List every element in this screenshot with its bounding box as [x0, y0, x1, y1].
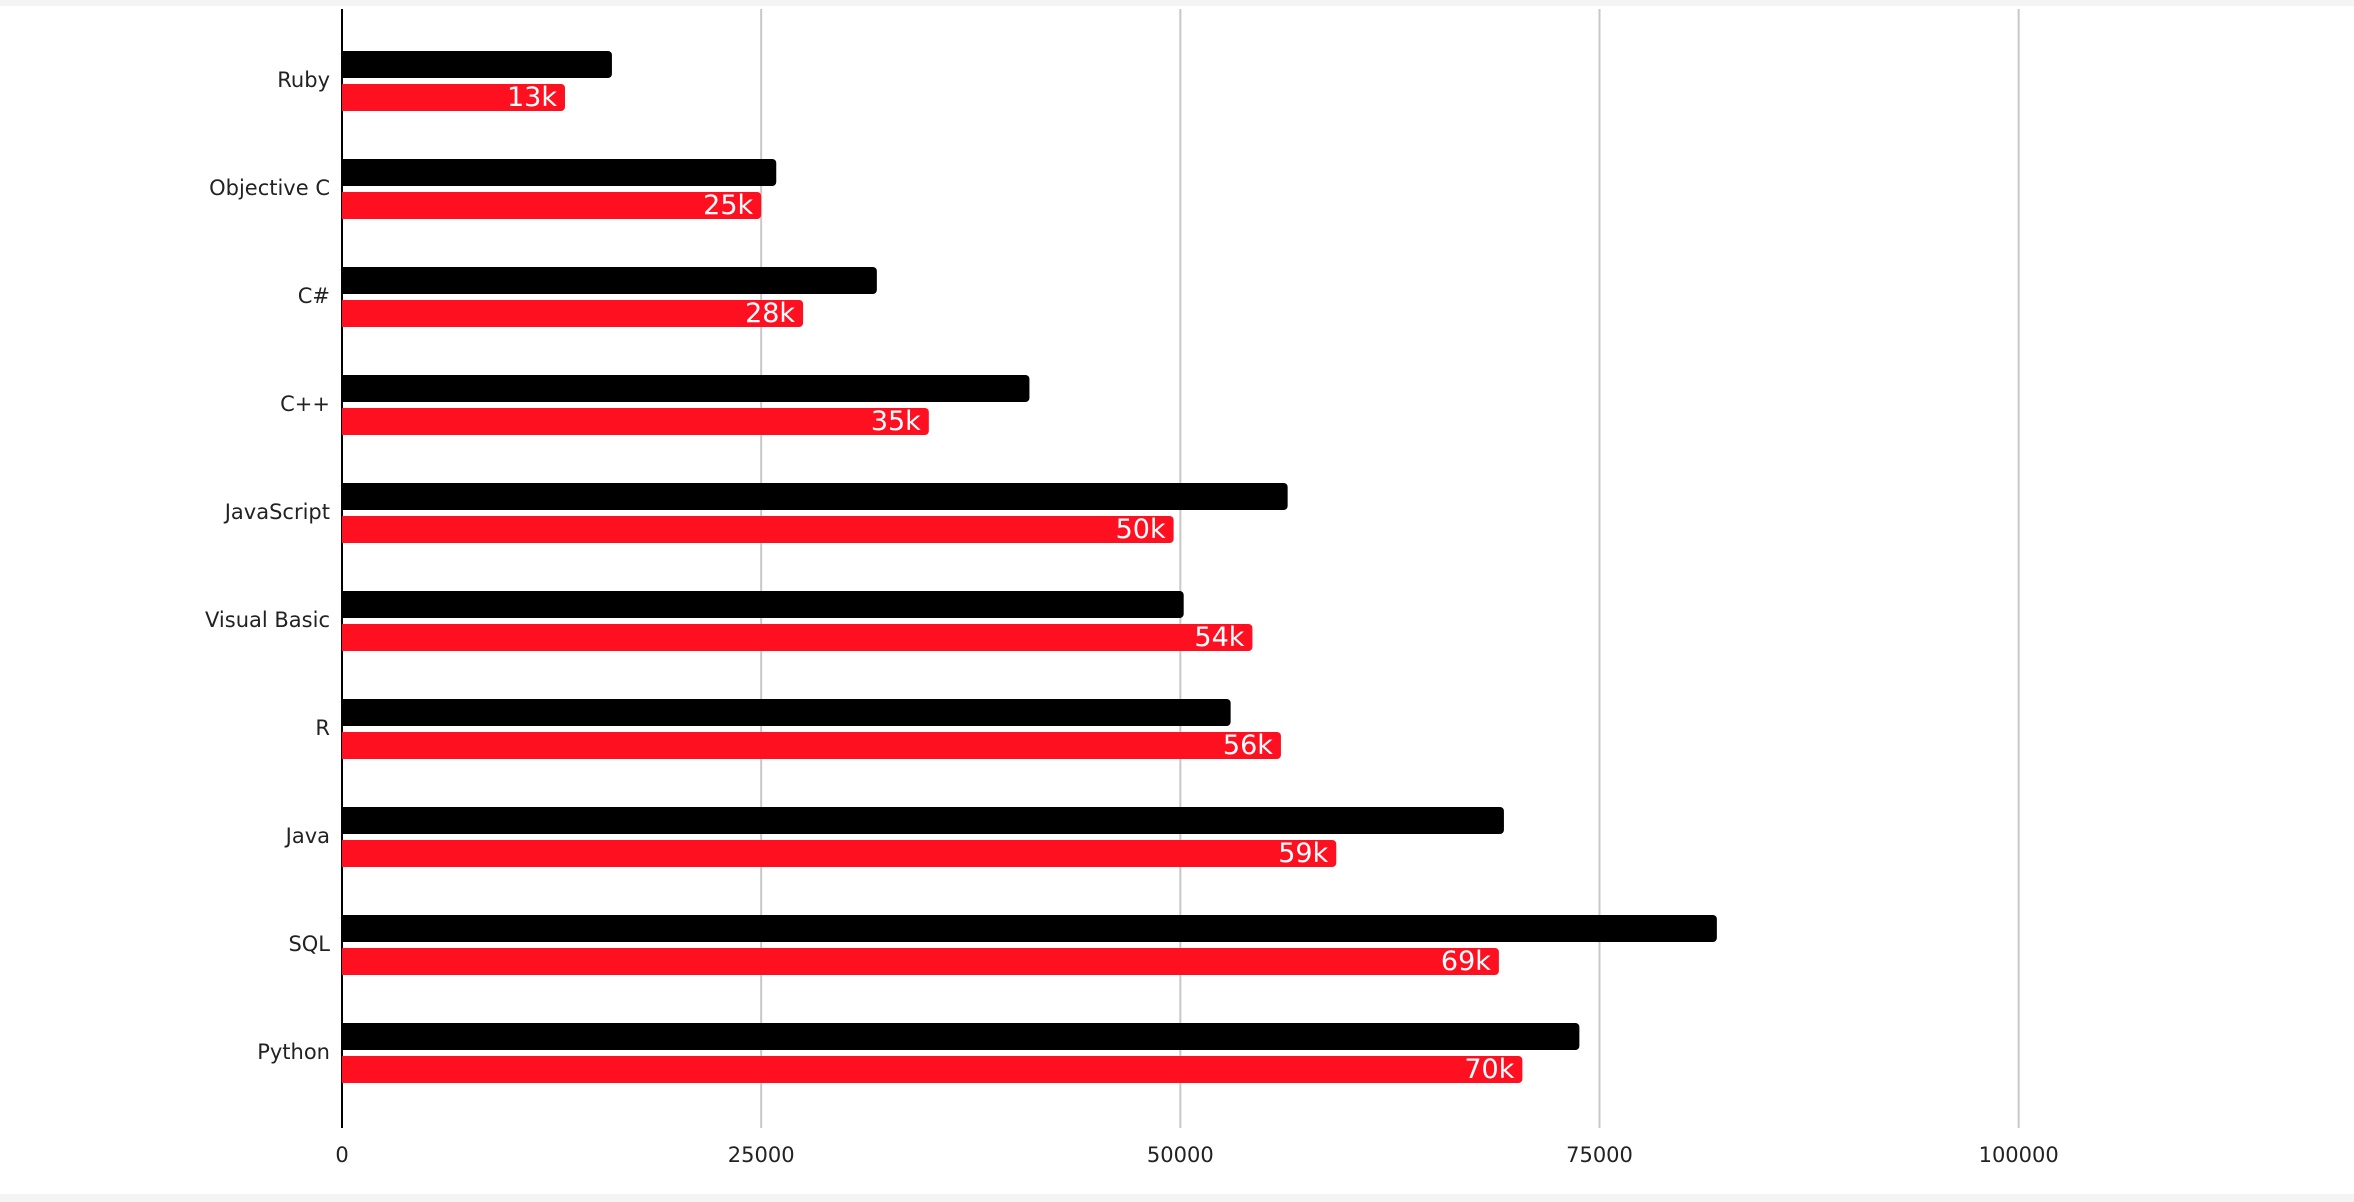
bar-base — [342, 159, 348, 186]
bar — [342, 375, 1030, 402]
bar-base — [342, 408, 348, 435]
bar — [342, 591, 1184, 618]
y-tick-label: JavaScript — [223, 500, 330, 524]
bar-base — [342, 84, 348, 111]
value-label: 54k — [1194, 622, 1244, 653]
y-tick-label: Python — [257, 1040, 330, 1064]
bar — [342, 84, 565, 111]
bar — [342, 915, 1717, 942]
value-label: 25k — [703, 190, 753, 221]
bar-base — [342, 948, 348, 975]
x-tick-label: 100000 — [1979, 1143, 2059, 1167]
bar-base — [342, 1023, 348, 1050]
bar — [342, 699, 1231, 726]
bar — [342, 948, 1499, 975]
y-tick-label: C++ — [280, 392, 330, 416]
bar — [342, 300, 804, 327]
bar — [342, 624, 1253, 651]
bar-base — [342, 591, 348, 618]
x-tick-label: 25000 — [728, 1143, 795, 1167]
bar-base — [342, 1056, 348, 1083]
y-tick-label: Java — [284, 824, 330, 848]
y-tick-label: Visual Basic — [205, 608, 330, 632]
bar — [342, 159, 777, 186]
value-label: 56k — [1223, 730, 1273, 761]
value-label: 70k — [1464, 1054, 1514, 1085]
y-tick-label: SQL — [288, 932, 330, 956]
x-tick-label: 0 — [335, 1143, 348, 1167]
bar-base — [342, 840, 348, 867]
bar — [342, 267, 877, 294]
value-label: 28k — [745, 298, 795, 329]
bar — [342, 516, 1174, 543]
bar-base — [342, 699, 348, 726]
bar-base — [342, 375, 348, 402]
value-label: 50k — [1116, 514, 1166, 545]
value-label: 13k — [507, 82, 557, 113]
y-tick-label: C# — [298, 284, 330, 308]
value-label: 69k — [1441, 946, 1491, 977]
bar-base — [342, 624, 348, 651]
bar — [342, 1023, 1580, 1050]
x-tick-label: 50000 — [1147, 1143, 1214, 1167]
value-label: 35k — [871, 406, 921, 437]
bar-base — [342, 807, 348, 834]
bar — [342, 1056, 1523, 1083]
bar-base — [342, 300, 348, 327]
bar — [342, 483, 1288, 510]
value-label: 59k — [1278, 838, 1328, 869]
y-tick-label: Objective C — [209, 176, 330, 200]
y-tick-label: R — [315, 716, 330, 740]
bar — [342, 807, 1504, 834]
bar-base — [342, 915, 348, 942]
bar-base — [342, 483, 348, 510]
x-tick-label: 75000 — [1566, 1143, 1633, 1167]
bar-base — [342, 267, 348, 294]
bar — [342, 51, 612, 78]
bar-base — [342, 192, 348, 219]
bar — [342, 408, 929, 435]
bar-base — [342, 732, 348, 759]
y-tick-label: Ruby — [277, 68, 330, 92]
bar — [342, 192, 762, 219]
bar — [342, 732, 1281, 759]
bar-base — [342, 516, 348, 543]
bar-base — [342, 51, 348, 78]
bar — [342, 840, 1337, 867]
